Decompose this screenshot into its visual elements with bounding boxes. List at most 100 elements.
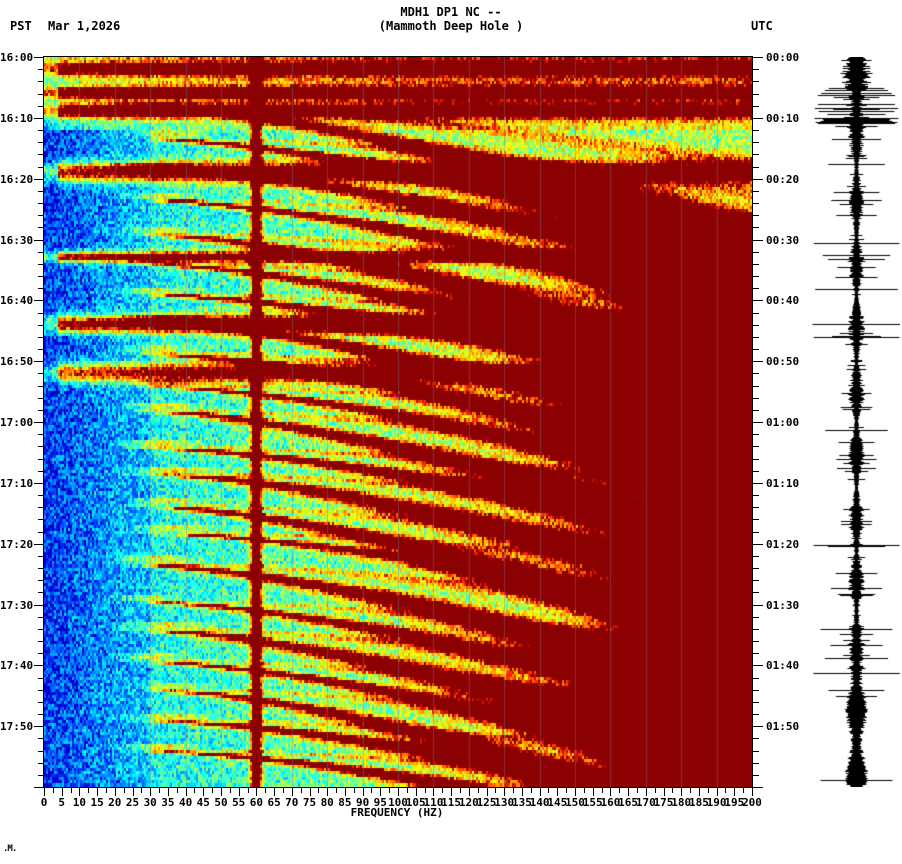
time-tick-major-left <box>34 483 44 484</box>
freq-label: 180 <box>671 796 692 809</box>
time-tick-minor-right <box>753 580 759 581</box>
time-tick-major-left <box>34 422 44 423</box>
freq-label: 195 <box>724 796 745 809</box>
time-tick-minor-right <box>753 738 759 739</box>
freq-label: 75 <box>302 796 317 809</box>
time-label-left: 16:40 <box>0 294 34 308</box>
time-tick-minor-right <box>753 592 759 593</box>
time-tick-minor-left <box>38 337 44 338</box>
time-tick-minor-left <box>38 507 44 508</box>
time-tick-minor-right <box>753 702 759 703</box>
seismogram-trace-panel[interactable] <box>812 57 900 787</box>
time-tick-minor-left <box>38 349 44 350</box>
freq-tick-major <box>628 788 629 796</box>
spectrogram-plot[interactable] <box>44 57 752 787</box>
freq-label: 65 <box>267 796 281 809</box>
freq-tick-major <box>186 788 187 796</box>
freq-tick-major <box>522 788 523 796</box>
freq-tick-major <box>239 788 240 796</box>
time-tick-major-right <box>753 726 763 727</box>
freq-label: 35 <box>161 796 175 809</box>
freq-label: 165 <box>618 796 639 809</box>
freq-tick-minor <box>478 788 479 793</box>
time-tick-minor-left <box>38 142 44 143</box>
time-tick-minor-left <box>38 459 44 460</box>
time-tick-minor-right <box>753 276 759 277</box>
freq-tick-minor <box>230 788 231 793</box>
freq-label: 25 <box>125 796 140 809</box>
time-tick-minor-left <box>38 154 44 155</box>
freq-tick-major <box>256 788 257 796</box>
time-tick-minor-right <box>753 215 759 216</box>
freq-tick-minor <box>743 788 744 793</box>
time-tick-minor-left <box>38 471 44 472</box>
freq-tick-minor <box>124 788 125 793</box>
freq-label: 100 <box>388 796 408 809</box>
time-tick-major-left <box>34 240 44 241</box>
freq-tick-minor <box>725 788 726 793</box>
freq-tick-minor <box>584 788 585 793</box>
freq-tick-minor <box>460 788 461 793</box>
time-tick-minor-left <box>38 763 44 764</box>
time-tick-minor-right <box>753 69 759 70</box>
freq-tick-minor <box>354 788 355 793</box>
freq-tick-major <box>133 788 134 796</box>
time-tick-major-left <box>34 361 44 362</box>
freq-label: 115 <box>441 796 462 809</box>
freq-tick-minor <box>566 788 567 793</box>
freq-label: 130 <box>494 796 515 809</box>
corner-artifact-mark: .M. <box>3 844 17 854</box>
freq-tick-major <box>62 788 63 796</box>
seismogram-canvas <box>812 57 900 787</box>
time-label-left: 17:50 <box>0 720 34 734</box>
freq-tick-major <box>557 788 558 796</box>
time-label-right: 00:30 <box>766 233 800 247</box>
freq-tick-minor <box>336 788 337 793</box>
freq-label: 95 <box>373 796 387 809</box>
time-tick-minor-right <box>753 313 759 314</box>
freq-tick-major <box>363 788 364 796</box>
freq-tick-major <box>97 788 98 796</box>
time-label-left: 16:10 <box>0 111 34 125</box>
freq-label: 140 <box>529 796 550 809</box>
time-label-right: 01:30 <box>766 598 800 612</box>
freq-tick-major <box>416 788 417 796</box>
time-tick-minor-right <box>753 191 759 192</box>
date-label: Mar 1,2026 <box>48 19 121 33</box>
freq-label: 185 <box>688 796 709 809</box>
time-tick-minor-left <box>38 252 44 253</box>
freq-tick-major <box>274 788 275 796</box>
freq-label: 30 <box>143 796 157 809</box>
freq-tick-major <box>398 788 399 796</box>
freq-tick-minor <box>425 788 426 793</box>
freq-tick-major <box>115 788 116 796</box>
freq-tick-major <box>664 788 665 796</box>
freq-label: 200 <box>742 796 762 809</box>
time-tick-minor-left <box>38 495 44 496</box>
freq-tick-minor <box>318 788 319 793</box>
time-label-right: 01:00 <box>766 416 800 429</box>
time-tick-minor-left <box>38 313 44 314</box>
time-tick-minor-right <box>753 495 759 496</box>
time-tick-minor-left <box>38 592 44 593</box>
time-tick-minor-right <box>753 568 759 569</box>
time-tick-minor-right <box>753 325 759 326</box>
freq-label: 160 <box>600 796 621 809</box>
time-tick-minor-right <box>753 81 759 82</box>
freq-tick-major <box>327 788 328 796</box>
time-tick-minor-left <box>38 167 44 168</box>
time-tick-minor-right <box>753 751 759 752</box>
time-tick-minor-left <box>38 519 44 520</box>
time-tick-minor-left <box>38 617 44 618</box>
time-tick-minor-right <box>753 653 759 654</box>
freq-tick-major <box>380 788 381 796</box>
time-tick-minor-right <box>753 641 759 642</box>
time-tick-minor-left <box>38 641 44 642</box>
time-tick-minor-right <box>753 459 759 460</box>
time-tick-minor-left <box>38 81 44 82</box>
freq-tick-minor <box>141 788 142 793</box>
time-tick-major-right <box>753 787 763 788</box>
time-label-left: 17:00 <box>0 416 34 429</box>
time-tick-minor-right <box>753 288 759 289</box>
time-tick-minor-right <box>753 763 759 764</box>
